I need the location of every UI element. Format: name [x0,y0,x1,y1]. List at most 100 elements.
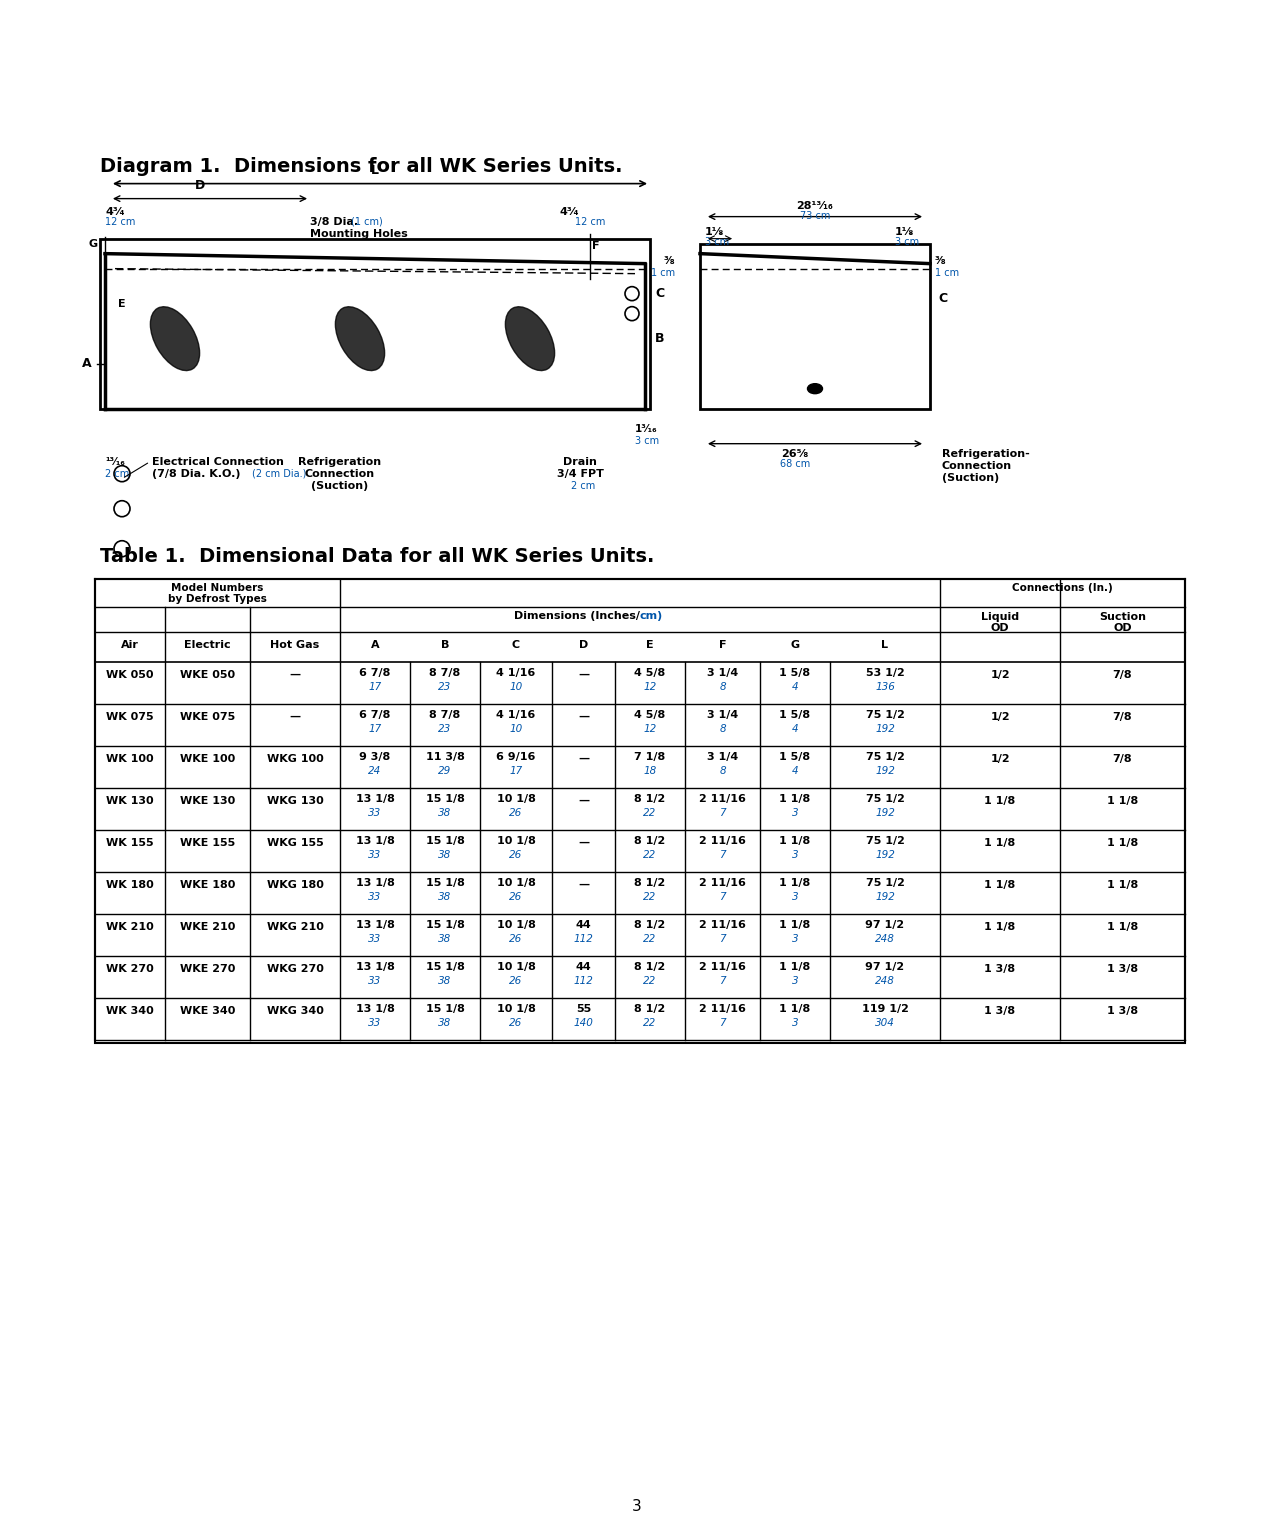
Text: 3: 3 [792,850,798,860]
Text: 1 3/8: 1 3/8 [1107,963,1139,974]
Text: 73 cm: 73 cm [799,210,830,221]
Text: 248: 248 [875,975,895,986]
Text: 1³⁄₁₆: 1³⁄₁₆ [635,424,658,434]
Text: 4 1/16: 4 1/16 [496,710,536,719]
Ellipse shape [335,306,385,370]
Text: 38: 38 [439,892,451,902]
Text: 26: 26 [510,808,523,818]
Text: 13 1/8: 13 1/8 [356,878,394,888]
Text: 8 1/2: 8 1/2 [635,920,666,930]
Text: Liquid: Liquid [980,611,1019,622]
Text: 1 1/8: 1 1/8 [779,878,811,888]
Text: 1 1/8: 1 1/8 [1107,838,1139,847]
Text: 3: 3 [792,808,798,818]
Text: 2 cm: 2 cm [571,480,595,491]
Text: 75 1/2: 75 1/2 [866,878,904,888]
Text: Model Numbers: Model Numbers [171,582,264,593]
Text: 2 11/16: 2 11/16 [699,1004,746,1013]
Text: 1⅛: 1⅛ [705,227,724,236]
Text: 3 1/4: 3 1/4 [706,710,738,719]
Text: WKG 180: WKG 180 [266,879,324,890]
Text: 8 1/2: 8 1/2 [635,878,666,888]
Text: —: — [578,796,589,806]
Text: 4: 4 [792,765,798,776]
Text: WK 050: WK 050 [106,669,154,680]
Text: 33: 33 [368,808,381,818]
Text: 38: 38 [439,934,451,943]
Text: WKE 130: WKE 130 [180,796,235,806]
Text: 7: 7 [719,808,725,818]
Text: 304: 304 [875,1018,895,1027]
Text: 7: 7 [719,1018,725,1027]
Text: 26: 26 [510,850,523,860]
Text: 3: 3 [792,1018,798,1027]
Text: ¹³⁄₁₆: ¹³⁄₁₆ [105,457,125,466]
Text: ³⁄₈: ³⁄₈ [935,256,947,265]
Text: 1 1/8: 1 1/8 [779,920,811,930]
Text: WKE 050: WKE 050 [180,669,235,680]
Text: 112: 112 [574,934,593,943]
Text: 10 1/8: 10 1/8 [496,962,536,972]
Text: G: G [790,640,799,649]
Text: 8: 8 [719,765,725,776]
Ellipse shape [807,384,822,393]
Text: 8 7/8: 8 7/8 [430,668,460,678]
Text: 4 5/8: 4 5/8 [635,668,666,678]
Text: 1 1/8: 1 1/8 [984,922,1016,931]
Text: 7/8: 7/8 [1113,712,1132,722]
Text: 8 7/8: 8 7/8 [430,710,460,719]
Text: 10: 10 [510,681,523,692]
Text: 10 1/8: 10 1/8 [496,835,536,846]
Text: OD: OD [991,623,1010,632]
Text: ³⁄₈: ³⁄₈ [663,256,674,265]
Text: WKE 180: WKE 180 [180,879,235,890]
Text: 1 5/8: 1 5/8 [779,710,811,719]
Text: E: E [646,640,654,649]
Text: 1 1/8: 1 1/8 [984,838,1016,847]
Text: 26: 26 [510,892,523,902]
Text: 6 7/8: 6 7/8 [360,668,390,678]
Text: 119 1/2: 119 1/2 [862,1004,908,1013]
Text: 140: 140 [574,1018,593,1027]
Text: 1 1/8: 1 1/8 [1107,922,1139,931]
Text: (2 cm Dia.): (2 cm Dia.) [252,469,306,479]
Text: 44: 44 [575,962,592,972]
Text: 26: 26 [510,975,523,986]
Text: 17: 17 [510,765,523,776]
Text: 1 1/8: 1 1/8 [984,879,1016,890]
Text: 1/2: 1/2 [991,754,1010,764]
Text: 1 1/8: 1 1/8 [779,1004,811,1013]
Text: WKE 210: WKE 210 [180,922,235,931]
Text: 1 1/8: 1 1/8 [1107,796,1139,806]
Text: (1 cm): (1 cm) [351,216,382,227]
Text: 2 11/16: 2 11/16 [699,835,746,846]
Text: WKG 100: WKG 100 [266,754,324,764]
Text: 15 1/8: 15 1/8 [426,878,464,888]
Text: WKG 340: WKG 340 [266,1006,324,1017]
Text: 53 1/2: 53 1/2 [866,668,904,678]
Text: 3 cm: 3 cm [705,236,729,247]
Text: 8 1/2: 8 1/2 [635,962,666,972]
Text: 3: 3 [792,934,798,943]
Text: Refrigeration: Refrigeration [298,457,381,466]
Text: 6 7/8: 6 7/8 [360,710,390,719]
Text: 2 cm: 2 cm [105,469,129,479]
Ellipse shape [150,306,200,370]
Text: 75 1/2: 75 1/2 [866,794,904,803]
Text: 3: 3 [792,975,798,986]
Text: 1 5/8: 1 5/8 [779,751,811,762]
Text: 13 1/8: 13 1/8 [356,794,394,803]
Text: Connection: Connection [305,469,375,479]
Text: F: F [719,640,727,649]
Text: A: A [83,357,92,370]
Text: WKG 210: WKG 210 [266,922,324,931]
Text: Electrical Connection: Electrical Connection [152,457,284,466]
Text: WK 075: WK 075 [106,712,154,722]
Text: 8: 8 [719,724,725,733]
Text: F: F [592,241,599,250]
Text: C: C [938,293,947,305]
Text: Electric: Electric [184,640,231,649]
Text: 7/8: 7/8 [1113,669,1132,680]
Text: —: — [289,712,301,722]
Text: 75 1/2: 75 1/2 [866,835,904,846]
